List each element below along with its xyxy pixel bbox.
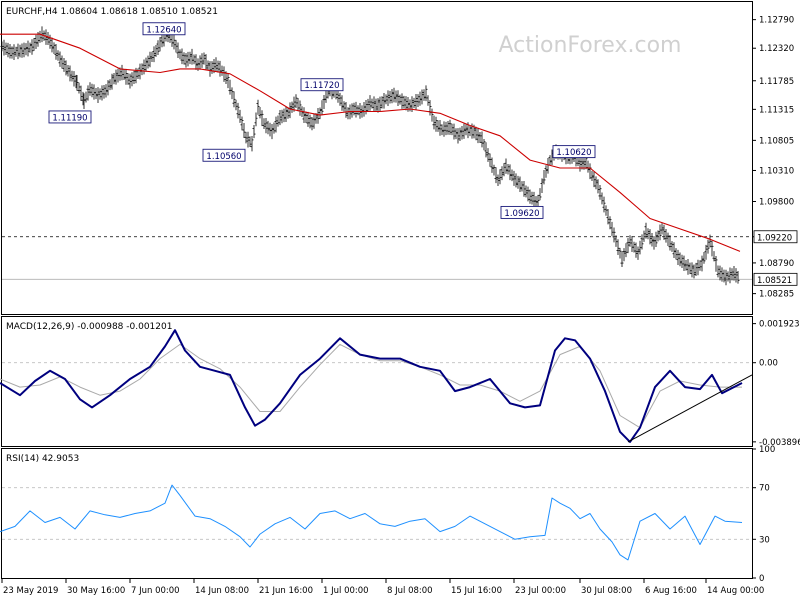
x-axis-tick-label: 30 May 16:00 <box>67 586 125 596</box>
rsi-axis-tick-label: 30 <box>759 535 770 545</box>
x-axis-tick-label: 6 Aug 16:00 <box>645 586 697 596</box>
price-annotation-box <box>48 110 92 124</box>
macd-axis-tick-label: 0.00 <box>759 359 778 369</box>
macd-panel-title: MACD(12,26,9) -0.000988 -0.001201 <box>6 322 172 332</box>
x-axis-tick-label: 30 Jul 08:00 <box>581 586 632 596</box>
price-annotation-box <box>500 205 544 219</box>
price-axis-tick-label: 1.08285 <box>759 290 794 300</box>
price-annotation-label: 1.11720 <box>304 81 339 91</box>
x-axis-tick-label: 23 May 2019 <box>3 586 58 596</box>
x-axis-tick-label: 23 Jul 00:00 <box>515 586 566 596</box>
rsi-axis-tick-label: 100 <box>759 445 775 455</box>
x-axis-tick-label: 7 Jun 00:00 <box>131 586 180 596</box>
rsi-line <box>0 484 743 561</box>
reference-price-label: 1.09220 <box>757 233 792 243</box>
rsi-panel <box>1 448 753 579</box>
macd-line <box>0 329 743 443</box>
macd-signal-line <box>0 343 742 429</box>
price-panel-title: EURCHF,H4 1.08604 1.08618 1.08510 1.0852… <box>6 7 218 17</box>
price-panel <box>1 1 753 315</box>
macd-axis-tick-label: -0.003896 <box>759 438 800 448</box>
rsi-axis-tick-label: 70 <box>759 484 770 494</box>
price-annotation-label: 1.11190 <box>52 113 87 123</box>
macd-trendline <box>627 374 753 443</box>
price-annotation-label: 1.10620 <box>556 148 591 158</box>
price-axis-tick-label: 1.11785 <box>759 77 794 87</box>
current-price-label: 1.08521 <box>757 276 792 286</box>
price-annotation-box <box>202 148 246 162</box>
x-axis-tick-label: 8 Jul 08:00 <box>387 586 433 596</box>
price-annotation-box <box>300 78 344 92</box>
current-price-box <box>753 272 798 286</box>
price-annotation-label: 1.10560 <box>206 152 241 162</box>
price-axis-tick-label: 1.10310 <box>759 166 794 176</box>
x-axis-tick-label: 14 Aug 00:00 <box>707 586 764 596</box>
price-annotation-label: 1.09620 <box>504 209 539 219</box>
rsi-panel-title: RSI(14) 42.9053 <box>6 454 79 464</box>
macd-axis-tick-label: 0.001923 <box>759 320 800 330</box>
price-annotation-label: 1.12640 <box>146 25 181 35</box>
price-axis-tick-label: 1.11315 <box>759 105 794 115</box>
watermark: ActionForex.com <box>499 33 682 58</box>
rsi-axis-tick-label: 0 <box>759 574 764 584</box>
x-axis-tick-label: 21 Jun 16:00 <box>259 586 313 596</box>
moving-average-line <box>0 33 741 252</box>
reference-price-box <box>753 230 798 244</box>
price-annotation-box <box>142 22 186 36</box>
price-annotation-box <box>552 145 596 159</box>
price-axis-tick-label: 1.09800 <box>759 197 794 207</box>
x-axis-tick-label: 14 Jun 08:00 <box>195 586 249 596</box>
price-axis-tick-label: 1.12320 <box>759 44 794 54</box>
price-axis-tick-label: 1.12790 <box>759 16 794 26</box>
price-axis-tick-label: 1.10805 <box>759 136 794 146</box>
x-axis-tick-label: 15 Jul 16:00 <box>451 586 502 596</box>
price-axis-tick-label: 1.08790 <box>759 259 794 269</box>
x-axis-tick-label: 1 Jul 00:00 <box>323 586 369 596</box>
